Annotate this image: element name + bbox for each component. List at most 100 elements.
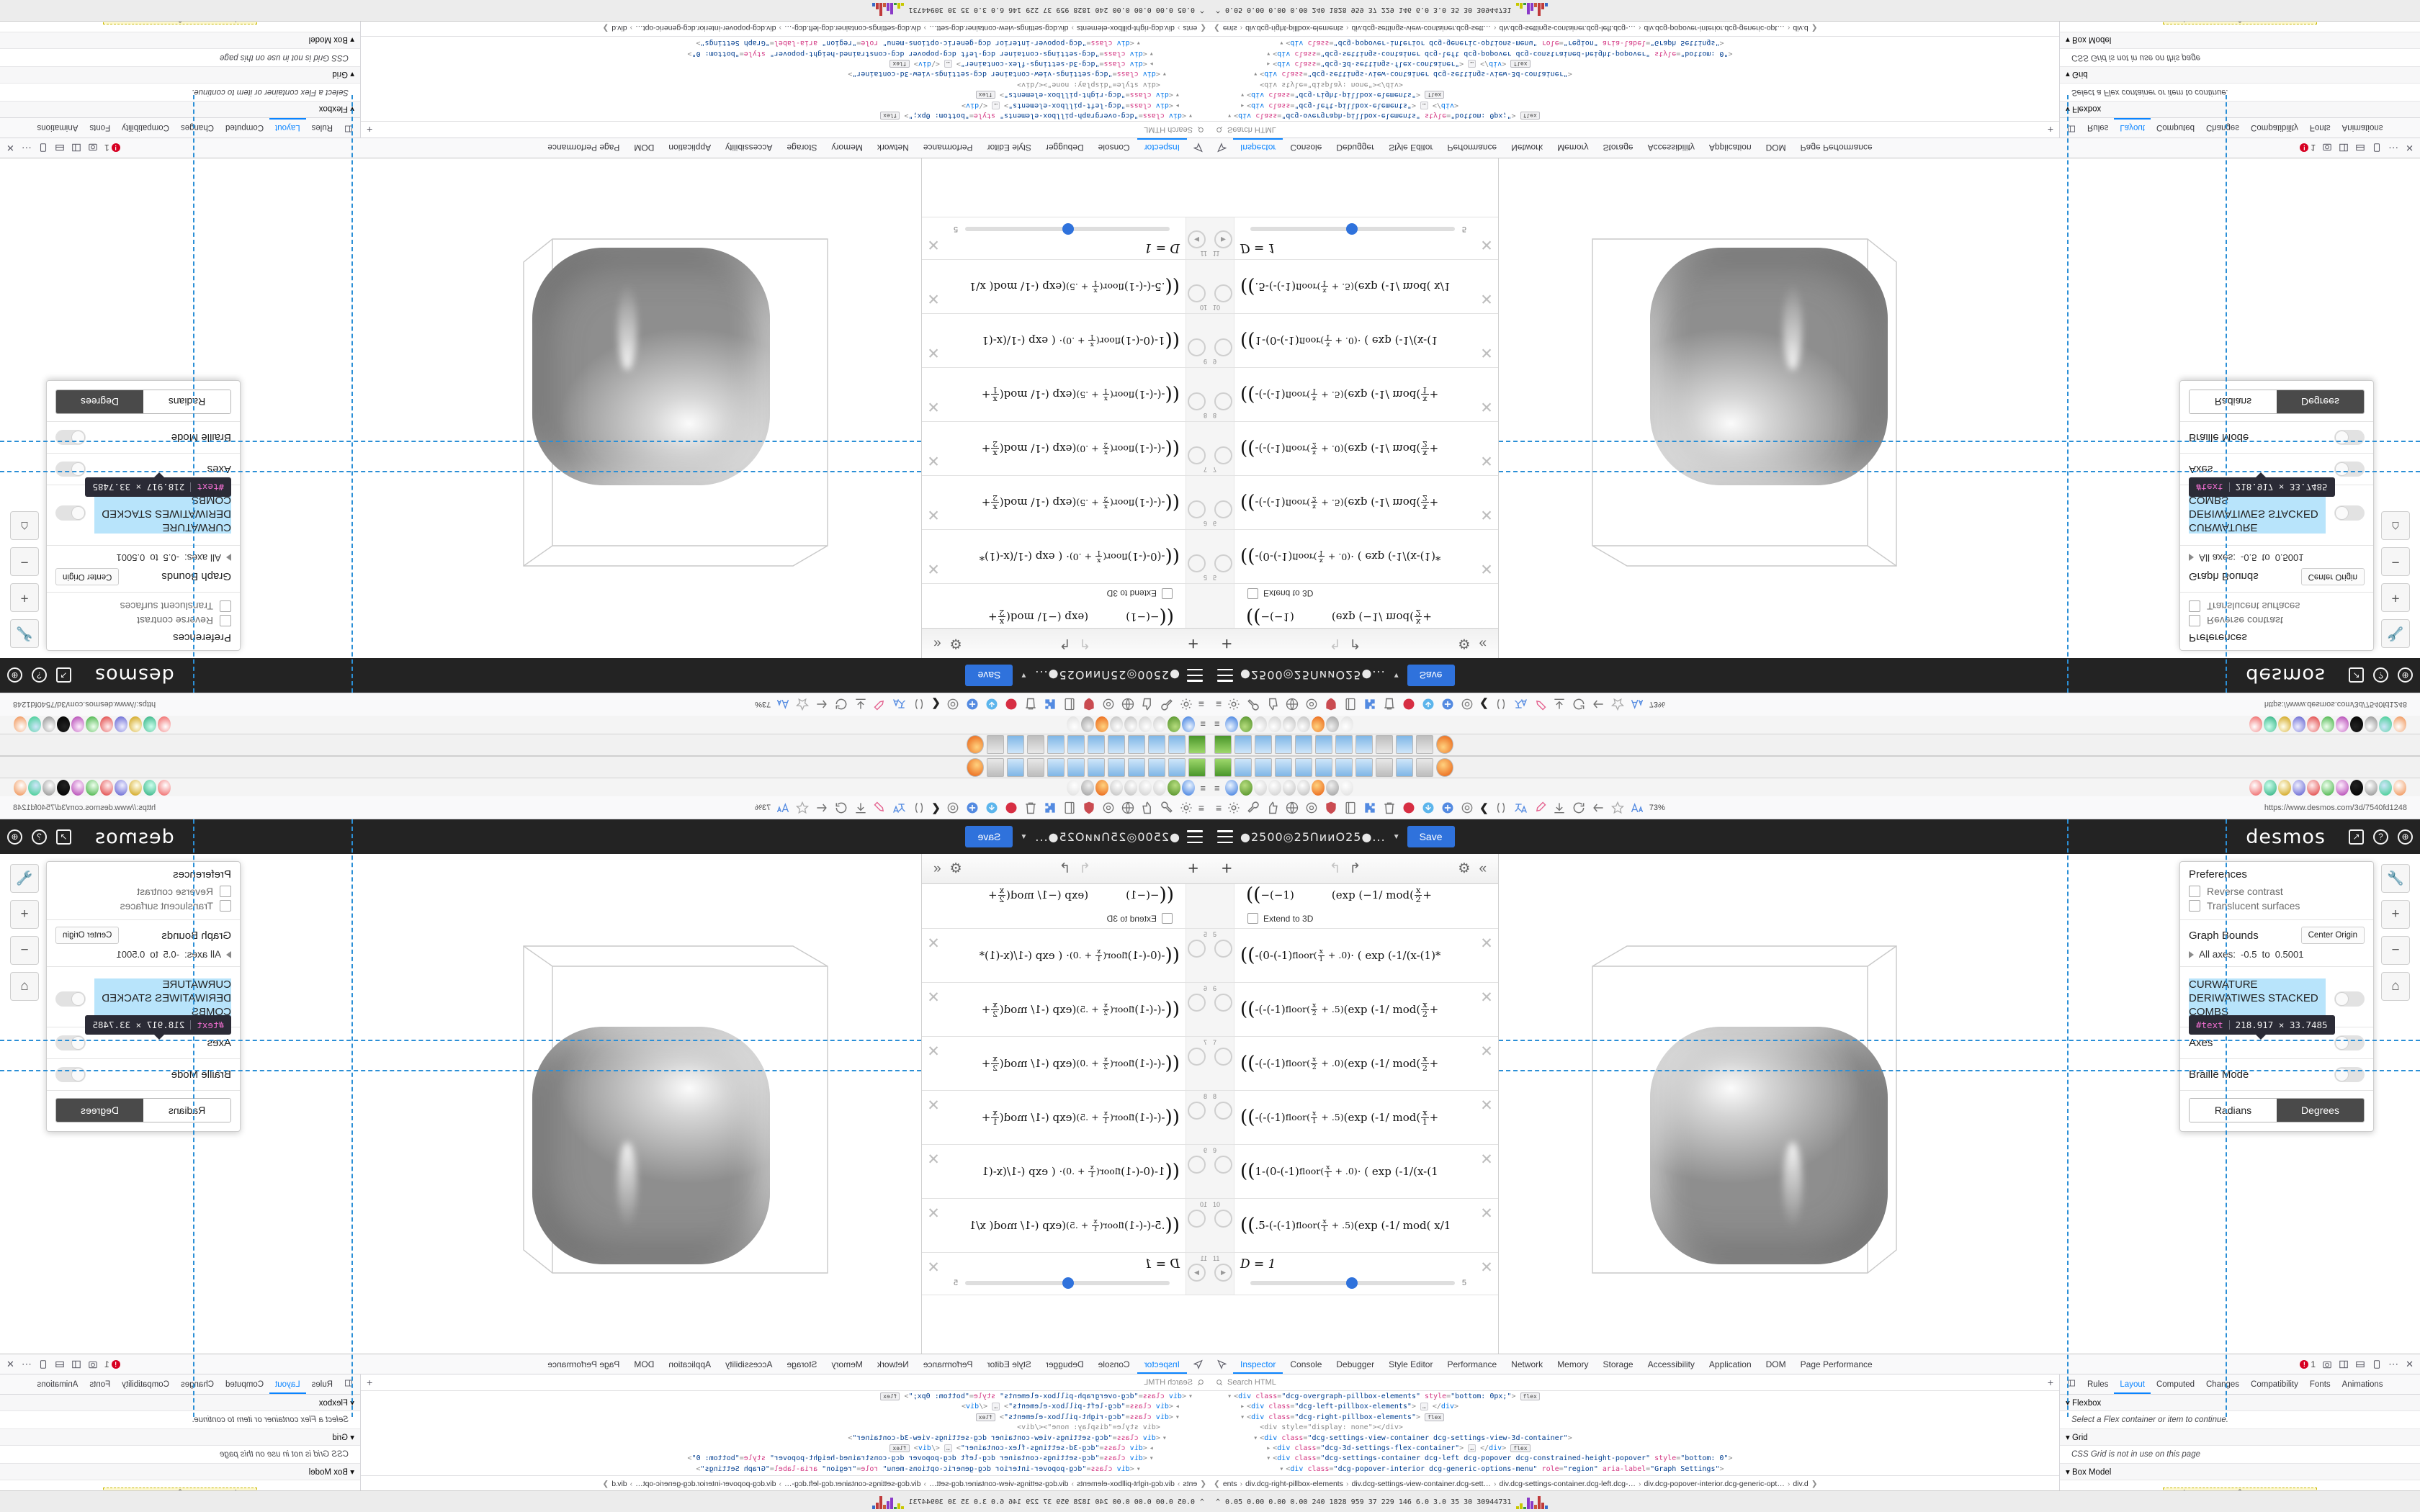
section-toggle[interactable] bbox=[55, 991, 86, 1007]
extension-icon[interactable] bbox=[143, 780, 156, 796]
parameter-slider[interactable]: 5 bbox=[945, 217, 1186, 236]
text-zoom-icon[interactable] bbox=[776, 801, 790, 815]
tab-memory[interactable]: Memory bbox=[1557, 1359, 1589, 1369]
taskbar-icon-window[interactable] bbox=[1255, 757, 1272, 777]
extension-icon[interactable] bbox=[42, 716, 55, 732]
expression-math[interactable]: D = 1 bbox=[1240, 1257, 1276, 1272]
breadcrumb-item[interactable]: div.d bbox=[1793, 24, 1809, 33]
tab-inspector[interactable]: Inspector bbox=[1137, 1354, 1187, 1374]
delete-expression-icon[interactable]: ✕ bbox=[927, 452, 940, 469]
boxmodel-accordion[interactable]: ▾ Box Model bbox=[2060, 1464, 2420, 1480]
globe-icon[interactable]: ⊕ bbox=[7, 667, 22, 683]
delete-expression-icon[interactable]: ✕ bbox=[1480, 236, 1493, 253]
extension-icon[interactable] bbox=[57, 780, 70, 796]
flexbox-accordion[interactable]: ▾ Flexbox bbox=[0, 1395, 360, 1411]
parameter-slider[interactable]: 5 bbox=[945, 1276, 1186, 1295]
center-origin-button[interactable]: Center Origin bbox=[55, 568, 120, 585]
book-icon[interactable] bbox=[1062, 698, 1077, 712]
extension-icon[interactable] bbox=[1139, 780, 1152, 796]
graph-title[interactable]: ●2500◎25ՈᴎᴎO25●... bbox=[1240, 668, 1386, 683]
add-circle-icon[interactable] bbox=[1440, 801, 1455, 815]
section-toggle[interactable] bbox=[55, 505, 86, 521]
side-tab-animations[interactable]: Animations bbox=[2341, 1380, 2383, 1389]
radians-button[interactable]: Radians bbox=[143, 1099, 230, 1122]
dom-node[interactable]: ▾<div class="dcg-overgraph-pillbox-eleme… bbox=[1210, 1392, 2059, 1402]
extension-icon[interactable] bbox=[14, 780, 27, 796]
tab-console[interactable]: Console bbox=[1290, 143, 1322, 153]
dom-node[interactable]: ▾<div class="dcg-settings-container dcg-… bbox=[687, 1454, 1154, 1463]
tab-storage[interactable]: Storage bbox=[786, 143, 817, 153]
extension-icon[interactable] bbox=[1224, 780, 1238, 796]
table-row[interactable]: 10 ((.5-(-(-1) floor(x 1 + .5) (exp (-1/ mod… bbox=[1210, 259, 1498, 313]
trash-icon[interactable] bbox=[1382, 801, 1397, 815]
thumbs-up-icon[interactable] bbox=[1140, 698, 1155, 712]
extension-icon[interactable] bbox=[42, 780, 55, 796]
delete-expression-icon[interactable]: ✕ bbox=[1480, 452, 1493, 469]
taskbar-icon-window[interactable] bbox=[1355, 735, 1373, 755]
tab-dom[interactable]: DOM bbox=[634, 1359, 655, 1369]
delete-expression-icon[interactable]: ✕ bbox=[1480, 290, 1493, 307]
extension-icon[interactable] bbox=[1224, 716, 1238, 732]
search-html-bar[interactable]: Search HTML + bbox=[1210, 121, 2059, 138]
extension-icon[interactable] bbox=[143, 716, 156, 732]
side-tab-rules[interactable]: Rules bbox=[311, 123, 333, 132]
more-options-icon[interactable]: ⋯ bbox=[2388, 143, 2400, 154]
extension-icon[interactable] bbox=[1067, 780, 1080, 796]
tab-page-performance[interactable]: Page Performance bbox=[547, 1359, 620, 1369]
extension-icon[interactable] bbox=[1296, 716, 1310, 732]
tab-memory[interactable]: Memory bbox=[831, 143, 863, 153]
star-icon[interactable] bbox=[1610, 698, 1625, 712]
expression-settings-gear-icon[interactable]: ⚙ bbox=[946, 635, 967, 652]
dom-node[interactable]: <div style="display: none"></div> bbox=[1017, 80, 1160, 89]
side-tab-computed[interactable]: Computed bbox=[225, 1380, 264, 1389]
extension-icon[interactable] bbox=[2379, 716, 2392, 732]
reverse-contrast-row[interactable]: Reverse contrast bbox=[55, 613, 231, 628]
extension-icon[interactable] bbox=[1168, 780, 1181, 796]
collapse-panel-button[interactable]: « bbox=[1474, 861, 1491, 877]
settings-gear-icon[interactable] bbox=[1460, 801, 1474, 815]
menu-icon[interactable]: ≡ bbox=[1200, 719, 1206, 730]
breadcrumb-item[interactable]: div.dcg-popover-interior.dcg-generic-opt… bbox=[1644, 1479, 1785, 1488]
graph-canvas[interactable]: 🔧 + − ⌂ Preferences Reverse contrast bbox=[0, 854, 921, 1417]
dom-node[interactable]: ▾<div class="dcg-overgraph-pillbox-eleme… bbox=[1210, 110, 2059, 120]
add-circle-icon[interactable] bbox=[965, 698, 980, 712]
save-page-icon[interactable] bbox=[1552, 801, 1567, 815]
taskbar-icon-window[interactable] bbox=[1295, 757, 1312, 777]
delete-expression-icon[interactable] bbox=[922, 884, 945, 928]
back-chevron-icon[interactable]: ❮ bbox=[1479, 698, 1489, 711]
search-html-input[interactable]: Search HTML bbox=[1227, 1378, 1276, 1387]
breadcrumb-item[interactable]: ents bbox=[1183, 1479, 1198, 1488]
home-button[interactable]: ⌂ bbox=[10, 511, 39, 540]
reverse-contrast-checkbox[interactable] bbox=[2189, 615, 2200, 626]
table-row[interactable]: 11 ▶ D = 1 5 ✕ bbox=[922, 217, 1210, 259]
taskbar-icon-window[interactable] bbox=[1275, 757, 1292, 777]
side-tab-computed[interactable]: Computed bbox=[225, 123, 264, 132]
menu-icon[interactable]: ≡ bbox=[1214, 719, 1220, 730]
breadcrumb-prev-icon[interactable]: ❮ bbox=[1200, 1479, 1206, 1488]
browser-toolbar[interactable]: ≡ ❮ 73% https://www.desmos.com/3d/7 bbox=[1210, 796, 2420, 819]
extend-to-3d-row[interactable]: Extend to 3D bbox=[951, 910, 1180, 928]
breadcrumb-item[interactable]: div.dcg-right-pillbox-elements bbox=[1245, 24, 1343, 33]
save-button[interactable]: Save bbox=[965, 826, 1013, 847]
extension-icon[interactable] bbox=[100, 780, 113, 796]
delete-expression-icon[interactable]: ✕ bbox=[927, 989, 940, 1006]
translucent-surfaces-row[interactable]: Translucent surfaces bbox=[2189, 899, 2365, 913]
save-button[interactable]: Save bbox=[965, 665, 1013, 686]
delete-expression-icon[interactable]: ✕ bbox=[927, 1259, 940, 1276]
taskbar-icon-save[interactable] bbox=[1396, 757, 1413, 777]
tab-storage[interactable]: Storage bbox=[786, 1359, 817, 1369]
taskbar-icon-window[interactable] bbox=[1315, 735, 1332, 755]
sidebar-toggle-icon[interactable]: ≡ bbox=[1198, 698, 1204, 711]
slider-knob[interactable] bbox=[1346, 1277, 1358, 1289]
extension-icon[interactable] bbox=[1296, 780, 1310, 796]
taskbar-icon-window[interactable] bbox=[1335, 735, 1353, 755]
dom-node[interactable]: ▾<div class="dcg-right-pillbox-elements"… bbox=[1210, 1413, 2059, 1423]
add-circle-icon[interactable] bbox=[1440, 698, 1455, 712]
dom-node[interactable]: ▾<div class="dcg-settings-container dcg-… bbox=[1266, 49, 1733, 58]
expression-math[interactable]: ((.5-(-(-1) floor(x 1 + .5) (exp (-1/ mod( … bbox=[1240, 1215, 1451, 1236]
color-picker-icon[interactable] bbox=[873, 698, 887, 712]
radians-button[interactable]: Radians bbox=[2190, 1099, 2277, 1122]
back-chevron-icon[interactable]: ❮ bbox=[931, 698, 941, 711]
